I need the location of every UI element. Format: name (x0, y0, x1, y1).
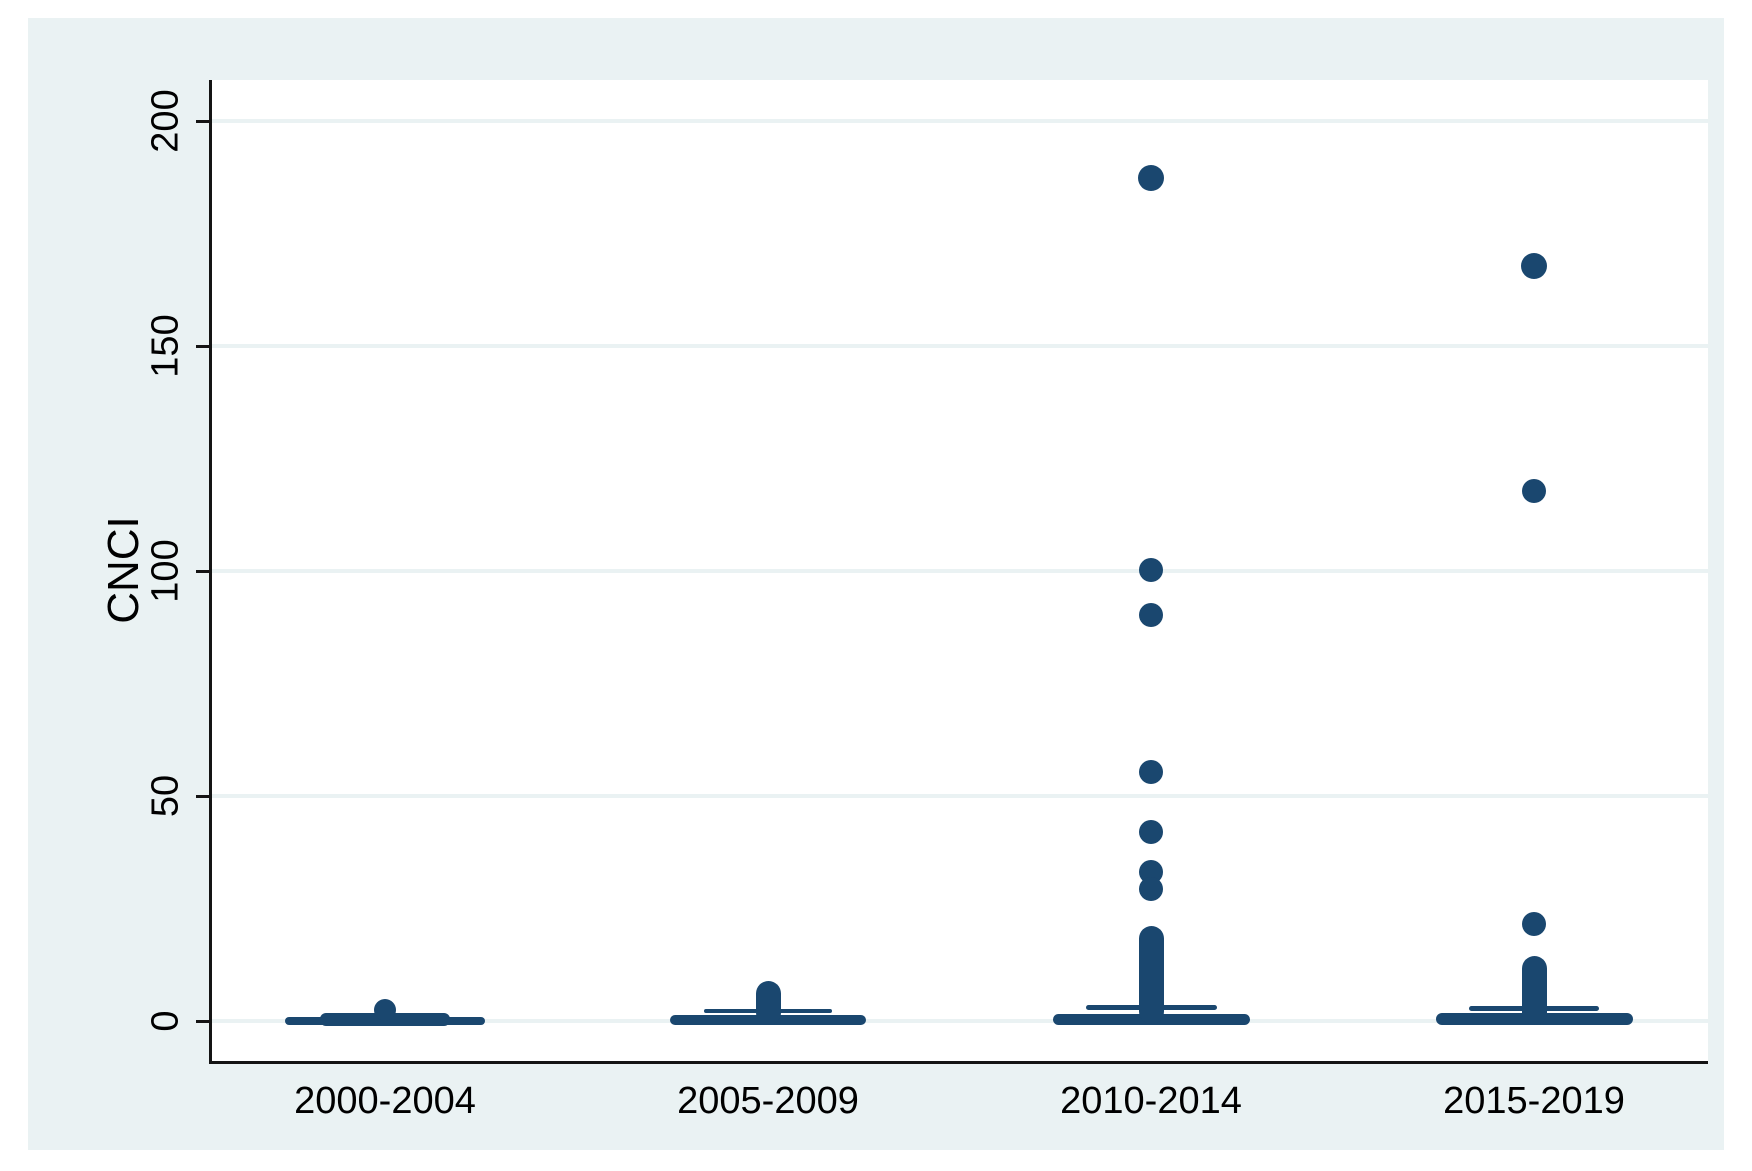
outlier-stack (1521, 956, 1547, 1026)
x-category-label: 2010-2014 (1060, 1080, 1242, 1122)
y-tick-label: 200 (144, 89, 187, 153)
y-tick (196, 119, 211, 123)
gridline (211, 569, 1708, 573)
y-tick (196, 344, 211, 348)
outlier-dot (1139, 877, 1163, 902)
x-category-label: 2000-2004 (294, 1080, 476, 1122)
x-category-label: 2015-2019 (1443, 1080, 1625, 1122)
y-tick-label: 0 (144, 1010, 187, 1032)
outlier-dot (1139, 820, 1163, 844)
y-tick-label: 150 (144, 314, 187, 378)
y-tick (196, 1019, 211, 1023)
y-tick-label: 100 (144, 539, 187, 603)
outlier-stack (755, 980, 781, 1026)
y-tick-label: 50 (144, 774, 187, 818)
y-tick (196, 569, 211, 573)
y-tick (196, 794, 211, 798)
graph-panel: 0 50 100 150 200 CNCI 2000-2004 2005-2009 2010… (28, 18, 1724, 1150)
gridline (211, 1019, 1708, 1023)
x-category-label: 2005-2009 (677, 1080, 859, 1122)
outlier-dot (1139, 558, 1163, 583)
gridline (211, 794, 1708, 798)
outlier-dot (1139, 603, 1163, 628)
y-axis-title: CNCI (99, 516, 148, 624)
x-axis-line (209, 1061, 1708, 1064)
outlier-dot (1521, 252, 1547, 279)
outlier-dot (374, 999, 396, 1022)
outlier-stack (1138, 926, 1164, 1025)
outlier-dot (1522, 478, 1546, 503)
outlier-dot (1138, 165, 1164, 192)
gridline (211, 344, 1708, 348)
outlier-dot (1522, 911, 1546, 936)
gridline (211, 119, 1708, 123)
outlier-dot (1139, 760, 1163, 785)
